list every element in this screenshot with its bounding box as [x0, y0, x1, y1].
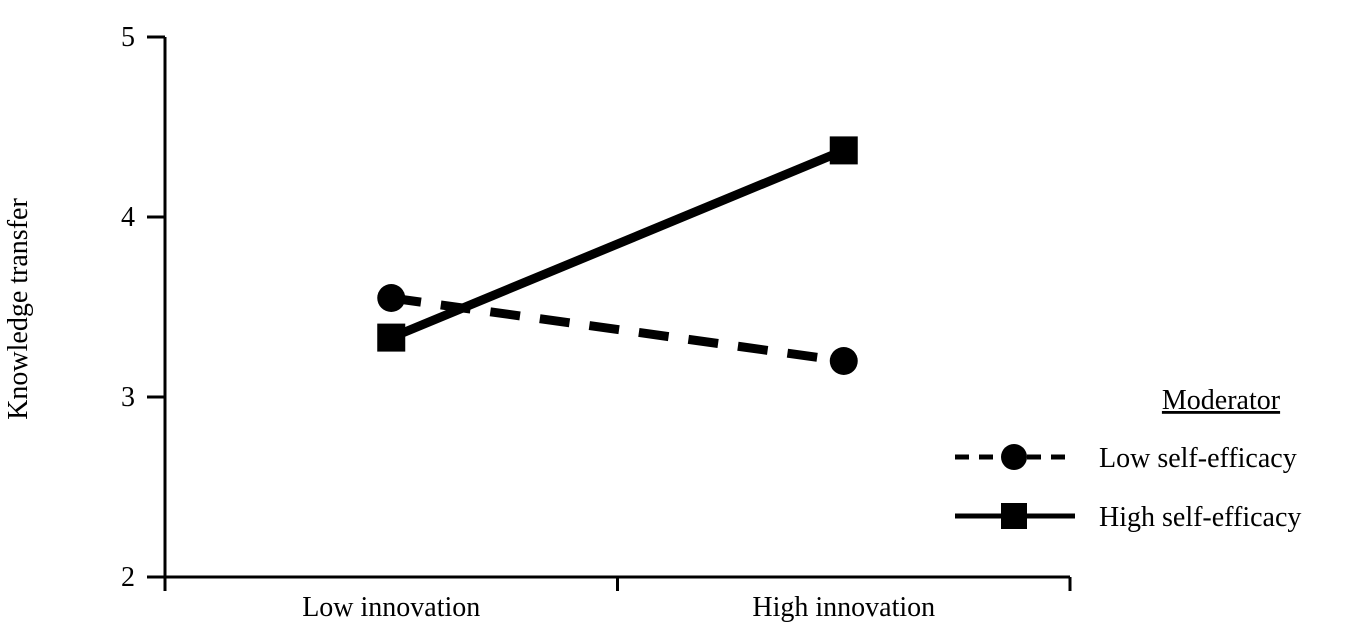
legend: Moderator Low self-efficacy High self-effi…	[955, 385, 1301, 533]
series-low-self-efficacy	[377, 284, 858, 375]
data-point-marker	[377, 323, 406, 352]
series-line	[389, 146, 846, 342]
legend-item: High self-efficacy	[955, 502, 1301, 533]
data-point-marker	[829, 136, 858, 165]
legend-marker	[1001, 444, 1027, 470]
legend-label: High self-efficacy	[1099, 502, 1301, 533]
data-point-marker	[377, 284, 406, 312]
series-high-self-efficacy	[377, 136, 858, 352]
legend-title: Moderator	[1162, 385, 1281, 416]
y-axis-title: Knowledge transfer	[3, 198, 34, 420]
y-tick-label: 5	[121, 22, 135, 53]
series-layer	[377, 136, 858, 375]
legend-label: Low self-efficacy	[1099, 443, 1297, 474]
y-tick-label: 2	[121, 562, 135, 593]
x-category-label: High innovation	[752, 592, 935, 623]
data-point-marker	[829, 347, 858, 375]
axes: 2 3 4 5 Low innovation High innovation Knowled…	[3, 22, 1072, 623]
x-category-label: Low innovation	[302, 592, 480, 623]
y-tick-label: 4	[121, 202, 135, 233]
legend-item: Low self-efficacy	[955, 443, 1297, 474]
y-tick-label: 3	[121, 382, 135, 413]
legend-marker	[1001, 503, 1027, 529]
